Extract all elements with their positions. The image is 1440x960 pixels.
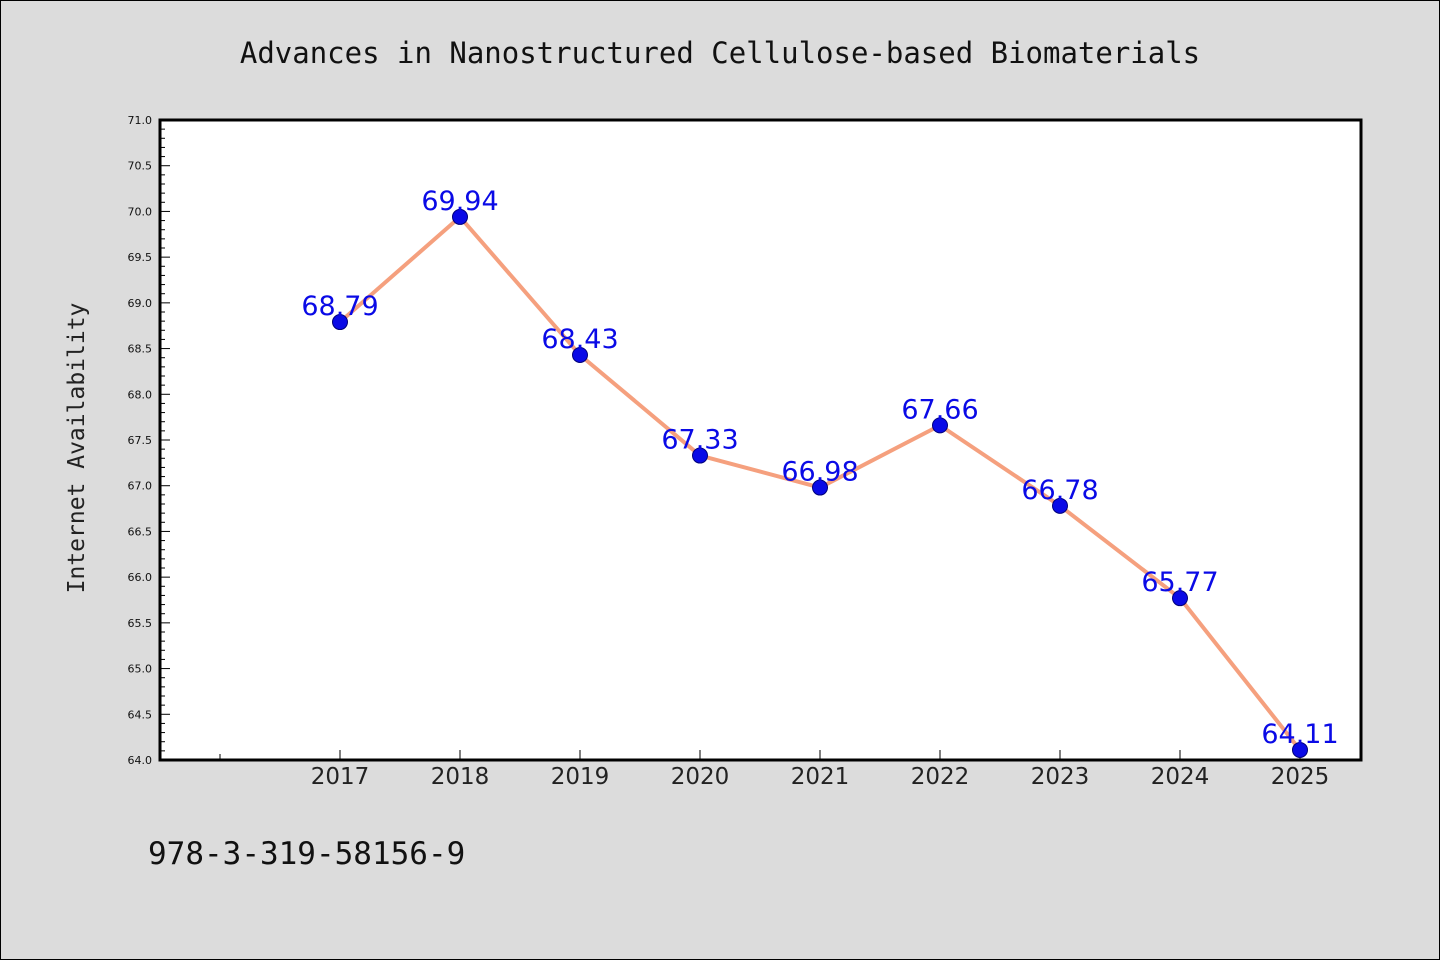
y-tick-label: 68.0: [128, 388, 153, 401]
data-label: 67.66: [901, 394, 978, 425]
x-tick-label: 2024: [1151, 764, 1210, 790]
y-tick-label: 67.0: [128, 480, 153, 493]
y-axis-label: Internet Availability: [64, 303, 90, 594]
y-tick-label: 68.5: [128, 343, 153, 356]
y-tick-label: 67.5: [128, 434, 153, 447]
footer-isbn: 978-3-319-58156-9: [148, 836, 465, 872]
x-tick-label: 2018: [431, 764, 490, 790]
y-tick-label: 64.5: [128, 708, 153, 721]
data-point: [932, 417, 948, 434]
data-label: 68.79: [301, 291, 378, 322]
data-label: 67.33: [661, 425, 738, 456]
data-label: 68.43: [541, 324, 618, 355]
x-tick-label: 2022: [911, 764, 970, 790]
plot-area: [158, 118, 1363, 762]
data-point: [1292, 741, 1308, 758]
y-tick-label: 70.0: [128, 205, 153, 218]
x-tick-label: 2019: [551, 764, 610, 790]
data-point: [1052, 497, 1068, 514]
data-point: [692, 447, 708, 464]
data-label: 69.94: [421, 186, 498, 217]
y-tick-label: 66.5: [128, 525, 153, 538]
y-minor-ticks: [160, 128, 165, 752]
x-tick-label: 2020: [671, 764, 730, 790]
y-tick-label: 70.5: [128, 160, 153, 173]
data-point: [572, 346, 588, 363]
data-label: 66.98: [781, 457, 858, 488]
data-label: 65.77: [1141, 567, 1218, 598]
data-point: [812, 479, 828, 496]
data-point: [1172, 590, 1188, 607]
x-tick-label: 2023: [1031, 764, 1090, 790]
y-tick-label: 69.5: [128, 251, 153, 264]
x-tick-label: 2025: [1271, 764, 1330, 790]
x-axis: 2017 2018 2019 2020 2021 2022 2023 2024 2025: [219, 750, 1330, 790]
data-label: 64.11: [1261, 719, 1338, 750]
data-point: [452, 208, 468, 225]
y-tick-label: 66.0: [128, 571, 153, 584]
y-tick-label: 65.5: [128, 617, 153, 630]
y-axis: 64.0 64.5 65.0 65.5 66.0 66.5 67.0 67.5 68.0 68.5…: [128, 114, 170, 767]
data-label: 66.78: [1021, 475, 1098, 506]
x-tick-label: 2021: [791, 764, 850, 790]
series-layer: 68.79 69.94 68.43 67.33 66.98 67.66 66.78 65.77…: [301, 186, 1339, 758]
y-tick-label: 64.0: [128, 754, 153, 767]
chart-title: Advances in Nanostructured Cellulose-bas…: [240, 36, 1200, 70]
y-tick-label: 69.0: [128, 297, 153, 310]
x-tick-label: 2017: [311, 764, 370, 790]
y-tick-label: 71.0: [128, 114, 153, 127]
y-tick-label: 65.0: [128, 663, 153, 676]
data-point: [332, 314, 348, 331]
